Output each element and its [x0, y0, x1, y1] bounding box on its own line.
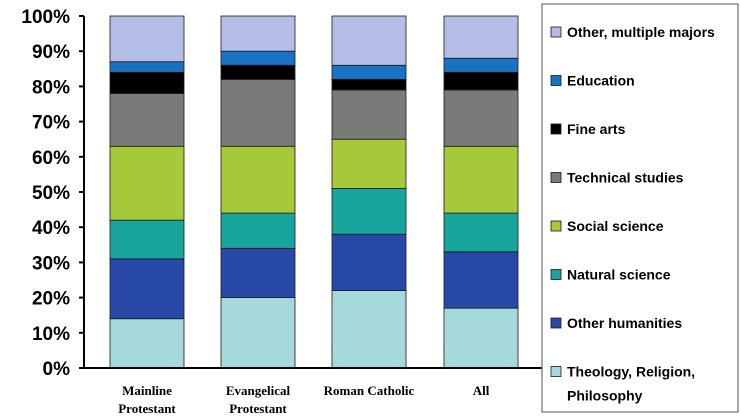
legend-swatch: [550, 269, 562, 280]
bar-segment-other-humanities: [220, 247, 296, 299]
legend-swatch: [550, 317, 562, 329]
legend-swatch: [550, 75, 562, 86]
y-tick-label: 0%: [43, 359, 71, 380]
bar-segment-other-multiple-majors: [109, 15, 185, 63]
bar-segment-education: [443, 57, 519, 73]
bar-segment-fine-arts: [109, 71, 185, 94]
bar-segment-natural-science: [443, 212, 519, 253]
bar-segment-social-science: [443, 145, 519, 214]
y-tick-label: 70%: [32, 113, 70, 134]
bar-segment-technical-studies: [220, 78, 296, 147]
legend-item-education: Education: [550, 73, 635, 89]
bar-segment-education: [220, 50, 296, 66]
x-tick-label: Evangelical Protestant: [226, 383, 291, 416]
legend-swatch: [550, 26, 562, 38]
bar-segment-technical-studies: [109, 93, 185, 147]
y-axis: 0% 10% 20% 30% 40% 50% 60% 70% 80% 90% 100%: [21, 7, 85, 380]
x-tick-label: Roman Catholic: [324, 383, 415, 398]
bar-segment-fine-arts: [220, 64, 296, 80]
bar-stack-evangelical-protestant: [220, 15, 296, 369]
y-tick-label: 10%: [32, 324, 70, 345]
y-tick-label: 90%: [32, 42, 70, 63]
bar-stack-roman-catholic: [331, 15, 407, 369]
bar-segment-natural-science: [331, 188, 407, 235]
bar-segment-education: [331, 64, 407, 80]
bar-segment-other-humanities: [331, 233, 407, 291]
bar-segment-natural-science: [109, 219, 185, 260]
y-tick-label: 20%: [32, 289, 70, 310]
y-tick-label: 100%: [21, 7, 70, 28]
bar-segment-social-science: [109, 145, 185, 221]
bar-stack-mainline-protestant: [109, 15, 185, 369]
y-tick-label: 40%: [32, 218, 70, 239]
bar-segment-natural-science: [220, 212, 296, 249]
bar-segment-other-multiple-majors: [443, 15, 519, 59]
legend-label: Other humanities: [567, 315, 682, 331]
bar-segment-technical-studies: [443, 89, 519, 147]
legend-item-technical-studies: Technical studies: [550, 170, 684, 186]
legend-swatch: [550, 220, 562, 232]
x-tick-label: All: [473, 383, 490, 398]
y-tick-label: 60%: [32, 148, 70, 169]
legend-label: Education: [567, 73, 635, 89]
x-axis: Mainline Protestant Evangelical Protestant R…: [84, 367, 542, 416]
bar-segment-theology-religion-philosophy: [220, 297, 296, 369]
legend-item-fine-arts: Fine arts: [550, 121, 626, 137]
bar-segment-education: [109, 61, 185, 73]
bar-segment-technical-studies: [331, 89, 407, 140]
y-tick-label: 80%: [32, 77, 70, 98]
legend: Other, multiple majors Education Fine arts…: [541, 3, 739, 413]
y-tick-label: 30%: [32, 253, 70, 274]
legend-item-other-humanities: Other humanities: [550, 315, 682, 331]
bar-segment-fine-arts: [331, 78, 407, 91]
bar-segment-theology-religion-philosophy: [109, 318, 185, 369]
bar-segment-theology-religion-philosophy: [331, 290, 407, 369]
y-tick-label: 50%: [32, 183, 70, 204]
legend-label: Natural science: [567, 267, 671, 283]
bar-segment-social-science: [331, 138, 407, 189]
legend-label: Other, multiple majors: [567, 24, 715, 40]
legend-item-other-multiple-majors: Other, multiple majors: [550, 24, 715, 40]
bar-stack-all: [443, 15, 519, 369]
bar-segment-fine-arts: [443, 71, 519, 91]
legend-label: Fine arts: [567, 121, 626, 137]
legend-swatch: [550, 172, 562, 183]
legend-label: Social science: [567, 218, 664, 234]
legend-label: Technical studies: [567, 170, 684, 186]
legend-item-social-science: Social science: [550, 218, 664, 234]
legend-item-natural-science: Natural science: [550, 267, 671, 283]
legend-swatch: [550, 123, 562, 135]
legend-box: [541, 3, 739, 413]
legend-label: Theology, Religion, Philosophy: [567, 364, 695, 404]
legend-item-theology-religion-philosophy: Theology, Religion, Philosophy: [550, 364, 695, 404]
bars: [109, 15, 519, 369]
bar-segment-other-humanities: [109, 258, 185, 320]
bar-segment-other-multiple-majors: [331, 15, 407, 66]
bar-segment-other-humanities: [443, 251, 519, 309]
x-tick-label: Mainline Protestant: [118, 383, 176, 416]
bar-segment-social-science: [220, 145, 296, 214]
legend-swatch: [550, 366, 562, 377]
bar-segment-theology-religion-philosophy: [443, 307, 519, 369]
bar-segment-other-multiple-majors: [220, 15, 296, 52]
